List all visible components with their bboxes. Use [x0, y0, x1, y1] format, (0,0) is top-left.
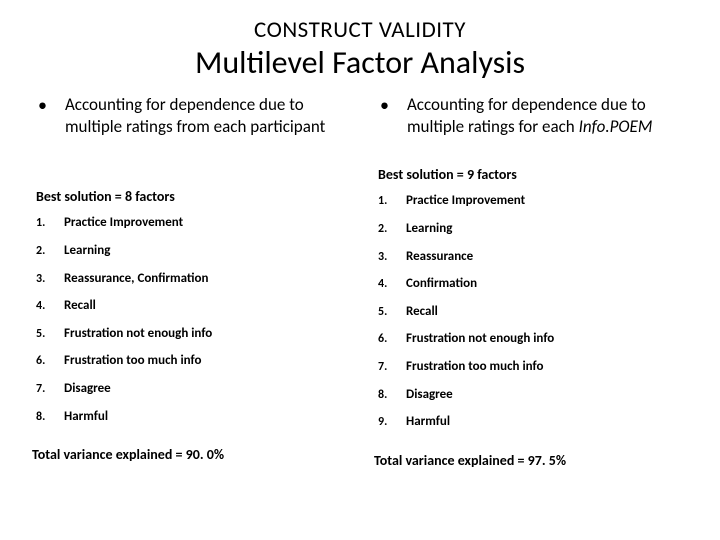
list-item: Reassurance, Confirmation [36, 271, 346, 287]
slide-title: Multilevel Factor Analysis [32, 45, 688, 80]
right-best-solution: Best solution = 9 factors [374, 166, 688, 183]
bullet-icon: • [380, 94, 389, 116]
left-factor-list: Practice Improvement Learning Reassurance,… [32, 215, 346, 424]
list-item: Disagree [378, 387, 688, 403]
list-item: Harmful [378, 414, 688, 430]
list-item: Harmful [36, 409, 346, 425]
left-bullet: • Accounting for dependence due to multi… [32, 94, 346, 172]
list-item: Learning [36, 243, 346, 259]
right-bullet: • Accounting for dependence due to multi… [374, 94, 688, 150]
list-item: Recall [378, 304, 688, 320]
right-bullet-italic: Info.POEM [579, 116, 653, 137]
list-item: Reassurance [378, 249, 688, 265]
list-item: Frustration too much info [36, 353, 346, 369]
slide-header: CONSTRUCT VALIDITY Multilevel Factor Ana… [32, 18, 688, 80]
list-item: Frustration not enough info [36, 326, 346, 342]
list-item: Recall [36, 298, 346, 314]
right-bullet-text: Accounting for dependence due to multipl… [407, 94, 688, 137]
bullet-icon: • [38, 94, 47, 116]
left-best-solution: Best solution = 8 factors [32, 188, 346, 205]
two-column-layout: • Accounting for dependence due to multi… [32, 94, 688, 468]
list-item: Practice Improvement [378, 193, 688, 209]
list-item: Frustration too much info [378, 359, 688, 375]
list-item: Disagree [36, 381, 346, 397]
left-column: • Accounting for dependence due to multi… [32, 94, 346, 468]
left-bullet-pre: Accounting for dependence due to multipl… [65, 94, 325, 136]
right-column: • Accounting for dependence due to multi… [374, 94, 688, 468]
right-factor-list: Practice Improvement Learning Reassurance C… [374, 193, 688, 429]
overline-text: CONSTRUCT VALIDITY [32, 18, 688, 43]
list-item: Learning [378, 221, 688, 237]
list-item: Frustration not enough info [378, 331, 688, 347]
list-item: Practice Improvement [36, 215, 346, 231]
left-variance: Total variance explained = 90. 0% [32, 446, 346, 463]
right-variance: Total variance explained = 97. 5% [374, 452, 688, 469]
left-bullet-text: Accounting for dependence due to multipl… [65, 94, 346, 137]
list-item: Confirmation [378, 276, 688, 292]
